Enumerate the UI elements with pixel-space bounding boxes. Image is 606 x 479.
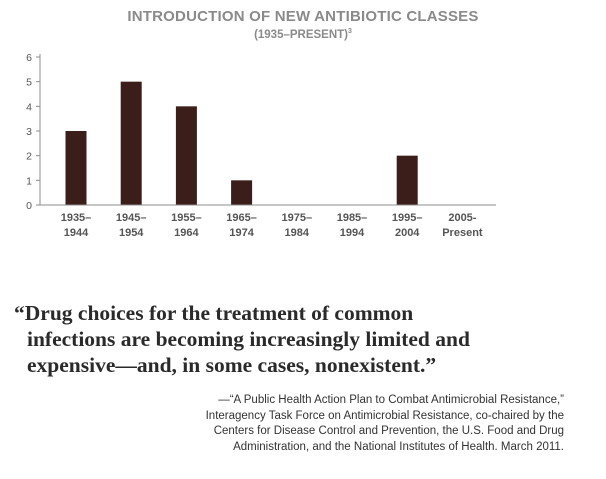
quote-line-3: expensive—and, in some cases, nonexisten… [27,353,437,377]
x-category-label: 1995– [392,212,423,224]
x-category-label: 1974 [229,227,254,239]
x-category-label: 1954 [119,227,144,239]
quote-block: “Drug choices for the treatment of commo… [14,300,594,378]
bar [175,106,197,205]
bar [396,155,418,205]
x-category-label: 1965– [226,212,257,224]
x-category-label: 1985– [337,212,368,224]
x-category-label: 1994 [340,227,365,239]
chart-subtitle: (1935–PRESENT)3 [0,28,606,41]
y-tick-label: 2 [26,151,32,163]
citation-line-2: Interagency Task Force on Antimicrobial … [205,409,564,422]
x-category-label: 1945– [116,212,147,224]
x-category-label: 2004 [395,227,420,239]
bar [65,131,87,205]
bar-chart: 0 1 2 3 4 5 6 1935– 1944 1945– 1954 1955– 1964 1965–… [26,52,496,239]
y-tick-label: 6 [26,52,32,64]
x-category-label: 1964 [174,227,199,239]
x-category-label: 1975– [282,212,313,224]
x-category-label: 1955– [171,212,202,224]
bars [65,81,418,205]
chart-title: INTRODUCTION OF NEW ANTIBIOTIC CLASSES [127,8,479,25]
y-tick-label: 4 [26,101,32,113]
y-tick-label: 5 [26,77,32,89]
citation-line-1: —“A Public Health Action Plan to Combat … [218,394,564,406]
x-category-label: 2005- [448,212,476,224]
y-axis: 0 1 2 3 4 5 6 [26,52,41,212]
citation-block: —“A Public Health Action Plan to Combat … [104,393,564,455]
y-tick-label: 1 [26,175,32,187]
citation-line-3: Centers for Disease Control and Preventi… [213,425,564,437]
x-category-label: 1935– [61,212,92,224]
footnote-marker: 3 [348,28,352,35]
bar [120,81,142,205]
x-category-label: 1984 [285,227,310,239]
y-tick-label: 0 [26,200,32,212]
chart-subtitle-text: (1935–PRESENT) [254,29,349,41]
x-category-label: Present [442,227,483,239]
quote-line-1: “Drug choices for the treatment of commo… [14,301,414,325]
x-category-label: 1944 [64,227,89,239]
citation-line-4: Administration, and the National Institu… [233,440,564,453]
x-axis: 1935– 1944 1945– 1954 1955– 1964 1965– 1974 1975… [40,204,496,239]
bar [231,180,253,205]
y-tick-label: 3 [26,126,32,138]
quote-line-2: infections are becoming increasingly lim… [27,327,470,351]
